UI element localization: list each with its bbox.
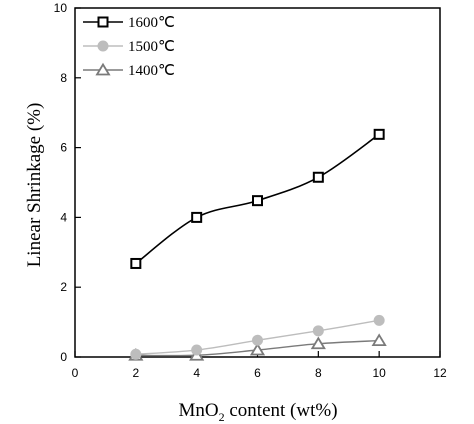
x-tick-label-1: 2 — [132, 366, 139, 380]
legend-item-0: 1600℃ — [83, 15, 175, 31]
legend-item-2: 1400℃ — [83, 62, 175, 79]
point-0-3 — [312, 171, 324, 183]
point-0-1 — [191, 211, 203, 223]
legend-marker-2 — [95, 62, 111, 76]
legend-label-2: 1400℃ — [128, 63, 175, 79]
axes: 0 2 4 6 8 10 12 0 2 4 6 8 10 — [54, 1, 447, 380]
y-tick-label-5: 10 — [54, 1, 68, 15]
point-1-0 — [130, 348, 142, 360]
legend-label-0: 1600℃ — [128, 15, 175, 31]
y-axis-label: Linear Shrinkage (%) — [24, 103, 45, 268]
point-1-4 — [373, 314, 385, 326]
point-2-4 — [371, 333, 387, 346]
legend: 1600℃ 1500℃ 1400℃ — [83, 15, 175, 79]
series-1 — [130, 314, 385, 360]
series-layer — [128, 128, 387, 361]
x-tick-label-4: 8 — [315, 366, 322, 380]
point-2-2 — [249, 342, 266, 356]
legend-marker-0 — [97, 16, 109, 28]
point-2-3 — [310, 336, 326, 350]
y-tick-label-2: 4 — [60, 210, 67, 224]
x-tick-label-2: 4 — [193, 366, 200, 380]
x-tick-label-3: 6 — [254, 366, 261, 380]
legend-marker-1 — [97, 40, 109, 52]
point-1-1 — [191, 344, 203, 356]
x-tick-label-5: 10 — [372, 366, 386, 380]
y-tick-label-0: 0 — [60, 350, 67, 364]
x-tick-label-6: 12 — [433, 366, 447, 380]
series-0 — [130, 128, 385, 269]
plot-frame — [74, 7, 441, 358]
point-0-0 — [130, 257, 142, 269]
point-1-2 — [252, 334, 263, 346]
x-axis-label: MnO2 content (wt%) — [178, 400, 337, 424]
legend-label-1: 1500℃ — [128, 39, 175, 55]
y-tick-label-3: 6 — [60, 141, 67, 155]
series-2 — [128, 333, 387, 361]
legend-item-1: 1500℃ — [83, 39, 175, 55]
point-0-2 — [252, 195, 263, 207]
point-1-3 — [312, 325, 324, 337]
y-tick-label-4: 8 — [60, 71, 67, 85]
point-0-4 — [373, 128, 385, 140]
y-tick-label-1: 2 — [60, 280, 67, 294]
x-tick-label-0: 0 — [72, 366, 79, 380]
